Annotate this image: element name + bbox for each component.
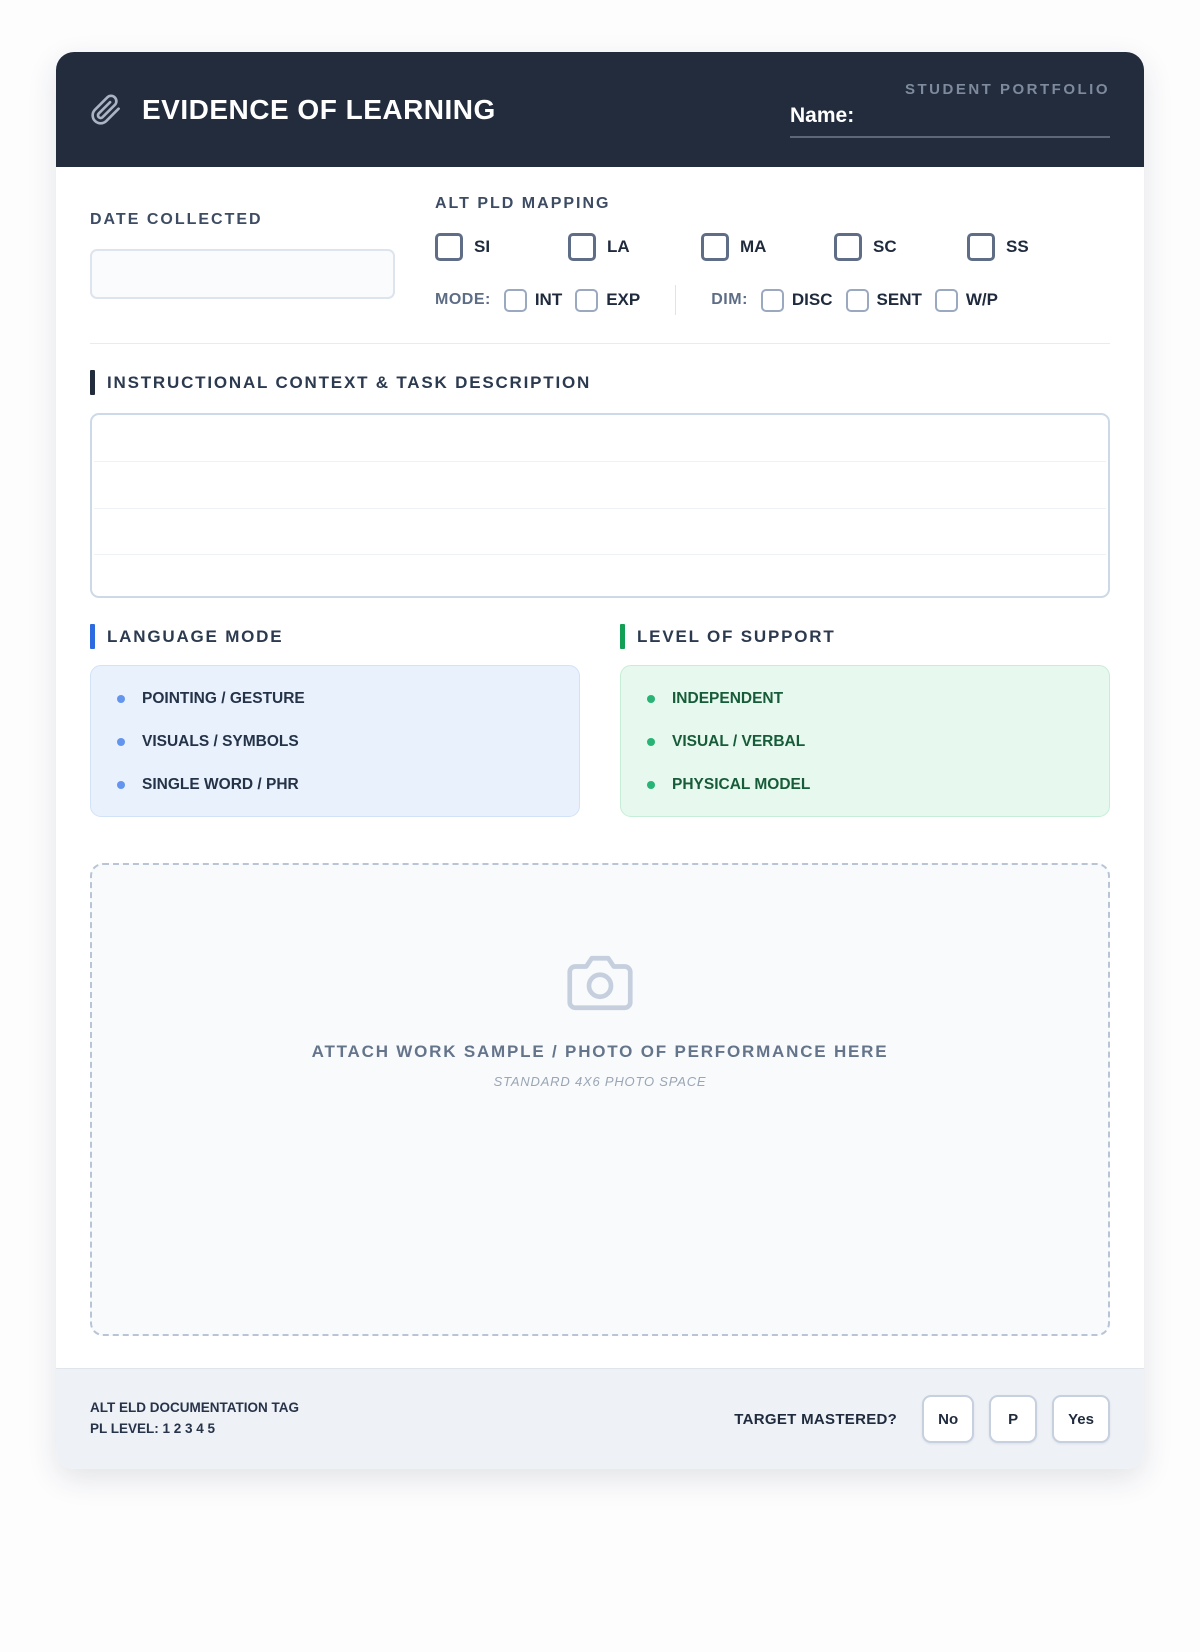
- list-item[interactable]: POINTING / GESTURE: [117, 690, 569, 708]
- portfolio-form-card: EVIDENCE OF LEARNING STUDENT PORTFOLIO N…: [56, 52, 1144, 1469]
- support-item: PHYSICAL MODEL: [672, 776, 811, 793]
- checkbox-wp[interactable]: [934, 288, 958, 312]
- context-accent-bar: [90, 370, 95, 395]
- bullet-dot-icon: [117, 738, 125, 746]
- name-field[interactable]: Name:: [790, 104, 1110, 138]
- support-item: VISUAL / VERBAL: [672, 733, 806, 750]
- context-textarea[interactable]: [90, 413, 1110, 598]
- alt-pld-mapping-label: ALT PLD MAPPING: [435, 195, 611, 212]
- bullet-dot-icon: [117, 781, 125, 789]
- support-accent-bar: [620, 624, 625, 649]
- context-heading: INSTRUCTIONAL CONTEXT & TASK DESCRIPTION: [107, 372, 592, 392]
- subject-label-ma: MA: [740, 237, 767, 256]
- bullet-dot-icon: [117, 695, 125, 703]
- language-mode-heading: LANGUAGE MODE: [107, 626, 284, 646]
- dim-label: DIM:: [711, 291, 748, 308]
- checkbox-exp[interactable]: [575, 288, 599, 312]
- mastered-p-button[interactable]: P: [989, 1395, 1038, 1443]
- support-item: INDEPENDENT: [672, 690, 784, 707]
- checkbox-int[interactable]: [503, 288, 527, 312]
- list-item[interactable]: SINGLE WORD / PHR: [117, 776, 569, 794]
- bullet-dot-icon: [647, 695, 655, 703]
- doc-tag-line2: PL LEVEL: 1 2 3 4 5: [90, 1421, 216, 1436]
- dim-label-disc: DISC: [791, 290, 833, 309]
- mastered-no-button[interactable]: No: [922, 1395, 975, 1443]
- ruled-line: [94, 554, 1106, 555]
- list-item[interactable]: INDEPENDENT: [647, 690, 1099, 708]
- form-header: EVIDENCE OF LEARNING STUDENT PORTFOLIO N…: [56, 52, 1144, 167]
- checkbox-la[interactable]: [568, 233, 596, 261]
- mode-label-int: INT: [534, 290, 563, 309]
- bullet-dot-icon: [647, 738, 655, 746]
- mode-dim-row: MODE: INT EXP DIM: DISC: [435, 285, 1110, 315]
- page-title: EVIDENCE OF LEARNING: [142, 93, 496, 125]
- language-mode-accent-bar: [90, 624, 95, 649]
- ruled-line: [94, 508, 1106, 509]
- target-mastered-question: TARGET MASTERED?: [734, 1410, 898, 1428]
- paperclip-icon: [90, 94, 122, 126]
- attach-title: ATTACH WORK SAMPLE / PHOTO OF PERFORMANC…: [311, 1042, 889, 1061]
- dim-label-sent: SENT: [876, 290, 922, 309]
- language-mode-item: VISUALS / SYMBOLS: [142, 733, 299, 750]
- dim-label-wp: W/P: [965, 290, 998, 309]
- checkbox-sent[interactable]: [845, 288, 869, 312]
- subject-label-si: SI: [474, 237, 491, 256]
- support-heading: LEVEL OF SUPPORT: [637, 626, 836, 646]
- portfolio-label: STUDENT PORTFOLIO: [905, 81, 1110, 98]
- subject-label-ss: SS: [1006, 237, 1029, 256]
- bullet-dot-icon: [647, 781, 655, 789]
- language-mode-item: SINGLE WORD / PHR: [142, 776, 299, 793]
- subject-label-la: LA: [607, 237, 630, 256]
- checkbox-disc[interactable]: [760, 288, 784, 312]
- doc-tag-line1: ALT ELD DOCUMENTATION TAG: [90, 1400, 299, 1416]
- date-collected-label: DATE COLLECTED: [90, 211, 263, 228]
- list-item[interactable]: VISUALS / SYMBOLS: [117, 733, 569, 751]
- checkbox-si[interactable]: [435, 233, 463, 261]
- mode-label: MODE:: [435, 291, 491, 308]
- language-mode-box: POINTING / GESTURE VISUALS / SYMBOLS SIN…: [90, 665, 580, 817]
- mode-label-exp: EXP: [606, 290, 641, 309]
- name-label: Name:: [790, 104, 855, 127]
- checkbox-ma[interactable]: [701, 233, 729, 261]
- language-mode-item: POINTING / GESTURE: [142, 690, 305, 707]
- attach-subtitle: STANDARD 4X6 PHOTO SPACE: [493, 1074, 707, 1089]
- vertical-divider: [675, 285, 677, 315]
- checkbox-ss[interactable]: [967, 233, 995, 261]
- section-divider: [90, 343, 1110, 344]
- subject-checkbox-row: SI LA MA SC: [435, 233, 1110, 261]
- form-body: DATE COLLECTED ALT PLD MAPPING SI LA: [56, 167, 1144, 1336]
- subject-label-sc: SC: [873, 237, 897, 256]
- mastered-yes-button[interactable]: Yes: [1052, 1395, 1110, 1443]
- form-footer: ALT ELD DOCUMENTATION TAG PL LEVEL: 1 2 …: [56, 1368, 1144, 1469]
- list-item[interactable]: VISUAL / VERBAL: [647, 733, 1099, 751]
- attach-dropzone[interactable]: ATTACH WORK SAMPLE / PHOTO OF PERFORMANC…: [90, 863, 1110, 1336]
- checkbox-sc[interactable]: [834, 233, 862, 261]
- ruled-line: [94, 461, 1106, 462]
- support-box: INDEPENDENT VISUAL / VERBAL PHYSICAL MOD…: [620, 665, 1110, 817]
- date-collected-input[interactable]: [90, 249, 395, 299]
- list-item[interactable]: PHYSICAL MODEL: [647, 776, 1099, 794]
- camera-icon: [567, 950, 633, 1016]
